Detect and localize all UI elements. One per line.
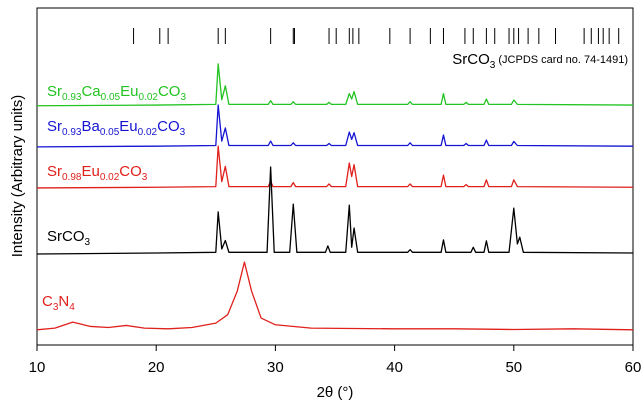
series-line	[36, 63, 634, 107]
x-tick-label: 60	[625, 359, 642, 376]
series-line	[36, 166, 634, 255]
series-line	[36, 104, 634, 148]
y-axis-label: Intensity (Arbitrary units)	[9, 95, 26, 258]
series-line	[36, 145, 634, 189]
x-tick-label: 40	[386, 359, 403, 376]
series-label: SrCO3	[47, 228, 91, 248]
x-tick-label: 50	[505, 359, 522, 376]
series-label: Sr0.93Ba0.05Eu0.02CO3	[47, 118, 186, 138]
series-label: C3N4	[42, 293, 75, 313]
x-axis-label: 2θ (°)	[317, 384, 354, 401]
series-label: Sr0.93Ca0.05Eu0.02CO3	[47, 83, 186, 103]
series-label: Sr0.98Eu0.02CO3	[47, 163, 148, 183]
plot-frame	[36, 7, 634, 346]
x-tick-label: 30	[267, 359, 284, 376]
series-line	[36, 261, 634, 331]
x-tick-label: 10	[29, 359, 46, 376]
x-tick-label: 20	[148, 359, 165, 376]
reference-label: SrCO3 (JCPDS card no. 74-1491)	[452, 51, 628, 71]
